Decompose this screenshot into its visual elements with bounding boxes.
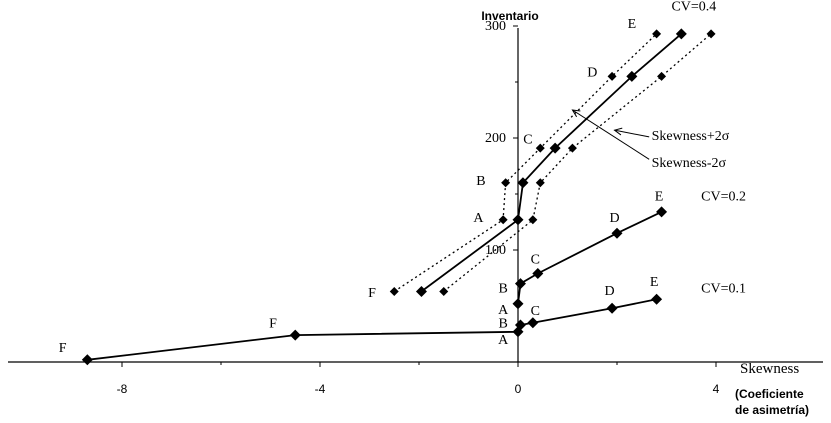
y-tick-label: 300 bbox=[485, 19, 506, 34]
series-label: CV=0.4 bbox=[671, 0, 716, 14]
y-axis-title: Inventario bbox=[481, 9, 538, 23]
data-point-marker bbox=[657, 71, 667, 81]
series-label: CV=0.1 bbox=[701, 282, 746, 297]
point-letter-label: F bbox=[59, 341, 67, 356]
data-point-marker bbox=[535, 178, 545, 188]
data-point-marker bbox=[706, 29, 716, 39]
data-point-marker bbox=[81, 354, 93, 366]
point-letter-label: A bbox=[473, 211, 484, 226]
data-point-marker bbox=[675, 28, 687, 40]
point-letter-label: C bbox=[531, 304, 540, 319]
series-line-cv-0-1 bbox=[87, 298, 657, 361]
series-markers bbox=[81, 28, 716, 366]
point-letter-label: D bbox=[609, 211, 619, 226]
data-point-marker bbox=[389, 286, 399, 296]
data-point-marker bbox=[656, 206, 668, 218]
data-point-marker bbox=[528, 215, 538, 225]
point-letter-label: D bbox=[605, 284, 615, 299]
annotation-arrows bbox=[571, 109, 650, 160]
data-point-marker bbox=[651, 293, 663, 305]
annotation-arrow-line bbox=[572, 109, 650, 160]
data-point-marker bbox=[549, 142, 561, 154]
x-axis-note-line-1: (Coeficiente bbox=[735, 387, 804, 401]
data-point-marker bbox=[606, 302, 618, 314]
point-letter-label: F bbox=[368, 286, 376, 301]
axes: -8 -4 0 4 100 200 300 bbox=[8, 19, 823, 396]
data-point-marker bbox=[567, 143, 577, 153]
annotation-arrow-head bbox=[613, 127, 623, 136]
data-point-marker bbox=[652, 29, 662, 39]
point-letter-label: A bbox=[498, 333, 509, 348]
data-point-marker bbox=[626, 70, 638, 82]
data-point-marker bbox=[532, 268, 544, 280]
point-letter-label: E bbox=[655, 190, 664, 205]
annotation-arrow-line bbox=[614, 129, 650, 138]
series-line-skewness-2 bbox=[393, 33, 658, 292]
point-letter-label: E bbox=[628, 17, 637, 32]
series-lines bbox=[87, 33, 712, 361]
x-tick-label: 0 bbox=[515, 382, 522, 396]
point-letter-label: B bbox=[476, 174, 485, 189]
data-point-marker bbox=[527, 317, 539, 329]
point-letter-label: F bbox=[269, 316, 277, 331]
point-letter-label: C bbox=[531, 252, 540, 267]
annotation-text: FFABCDEABCDEFABCDECV=0.4CV=0.2CV=0.1Skew… bbox=[59, 0, 746, 356]
axis-ticks: -8 -4 0 4 100 200 300 bbox=[117, 19, 720, 396]
series-label: CV=0.2 bbox=[701, 190, 746, 205]
data-point-marker bbox=[289, 329, 301, 341]
data-point-marker bbox=[607, 71, 617, 81]
data-point-marker bbox=[514, 278, 526, 290]
data-point-marker bbox=[439, 286, 449, 296]
x-axis-title: Skewness bbox=[740, 361, 799, 377]
data-point-marker bbox=[517, 177, 529, 189]
point-letter-label: B bbox=[498, 282, 507, 297]
point-letter-label: D bbox=[587, 65, 597, 80]
point-letter-label: A bbox=[498, 303, 509, 318]
y-tick-label: 100 bbox=[485, 243, 506, 258]
data-point-marker bbox=[501, 178, 511, 188]
data-point-marker bbox=[535, 143, 545, 153]
x-tick-label: -4 bbox=[315, 382, 326, 396]
annotation-arrow-head bbox=[571, 109, 581, 118]
series-line-cv-0-4 bbox=[420, 33, 682, 293]
x-tick-label: 4 bbox=[713, 382, 720, 396]
data-point-marker bbox=[498, 215, 508, 225]
y-tick-label: 200 bbox=[485, 131, 506, 146]
series-label: Skewness-2σ bbox=[652, 156, 727, 171]
point-letter-label: C bbox=[523, 133, 532, 148]
series-label: Skewness+2σ bbox=[652, 129, 730, 144]
point-letter-label: E bbox=[650, 275, 659, 290]
x-axis-note-line-2: de asimetría) bbox=[735, 403, 809, 417]
data-point-marker bbox=[415, 285, 427, 297]
data-point-marker bbox=[611, 227, 623, 239]
x-tick-label: -8 bbox=[117, 382, 128, 396]
point-letter-label: B bbox=[498, 316, 507, 331]
